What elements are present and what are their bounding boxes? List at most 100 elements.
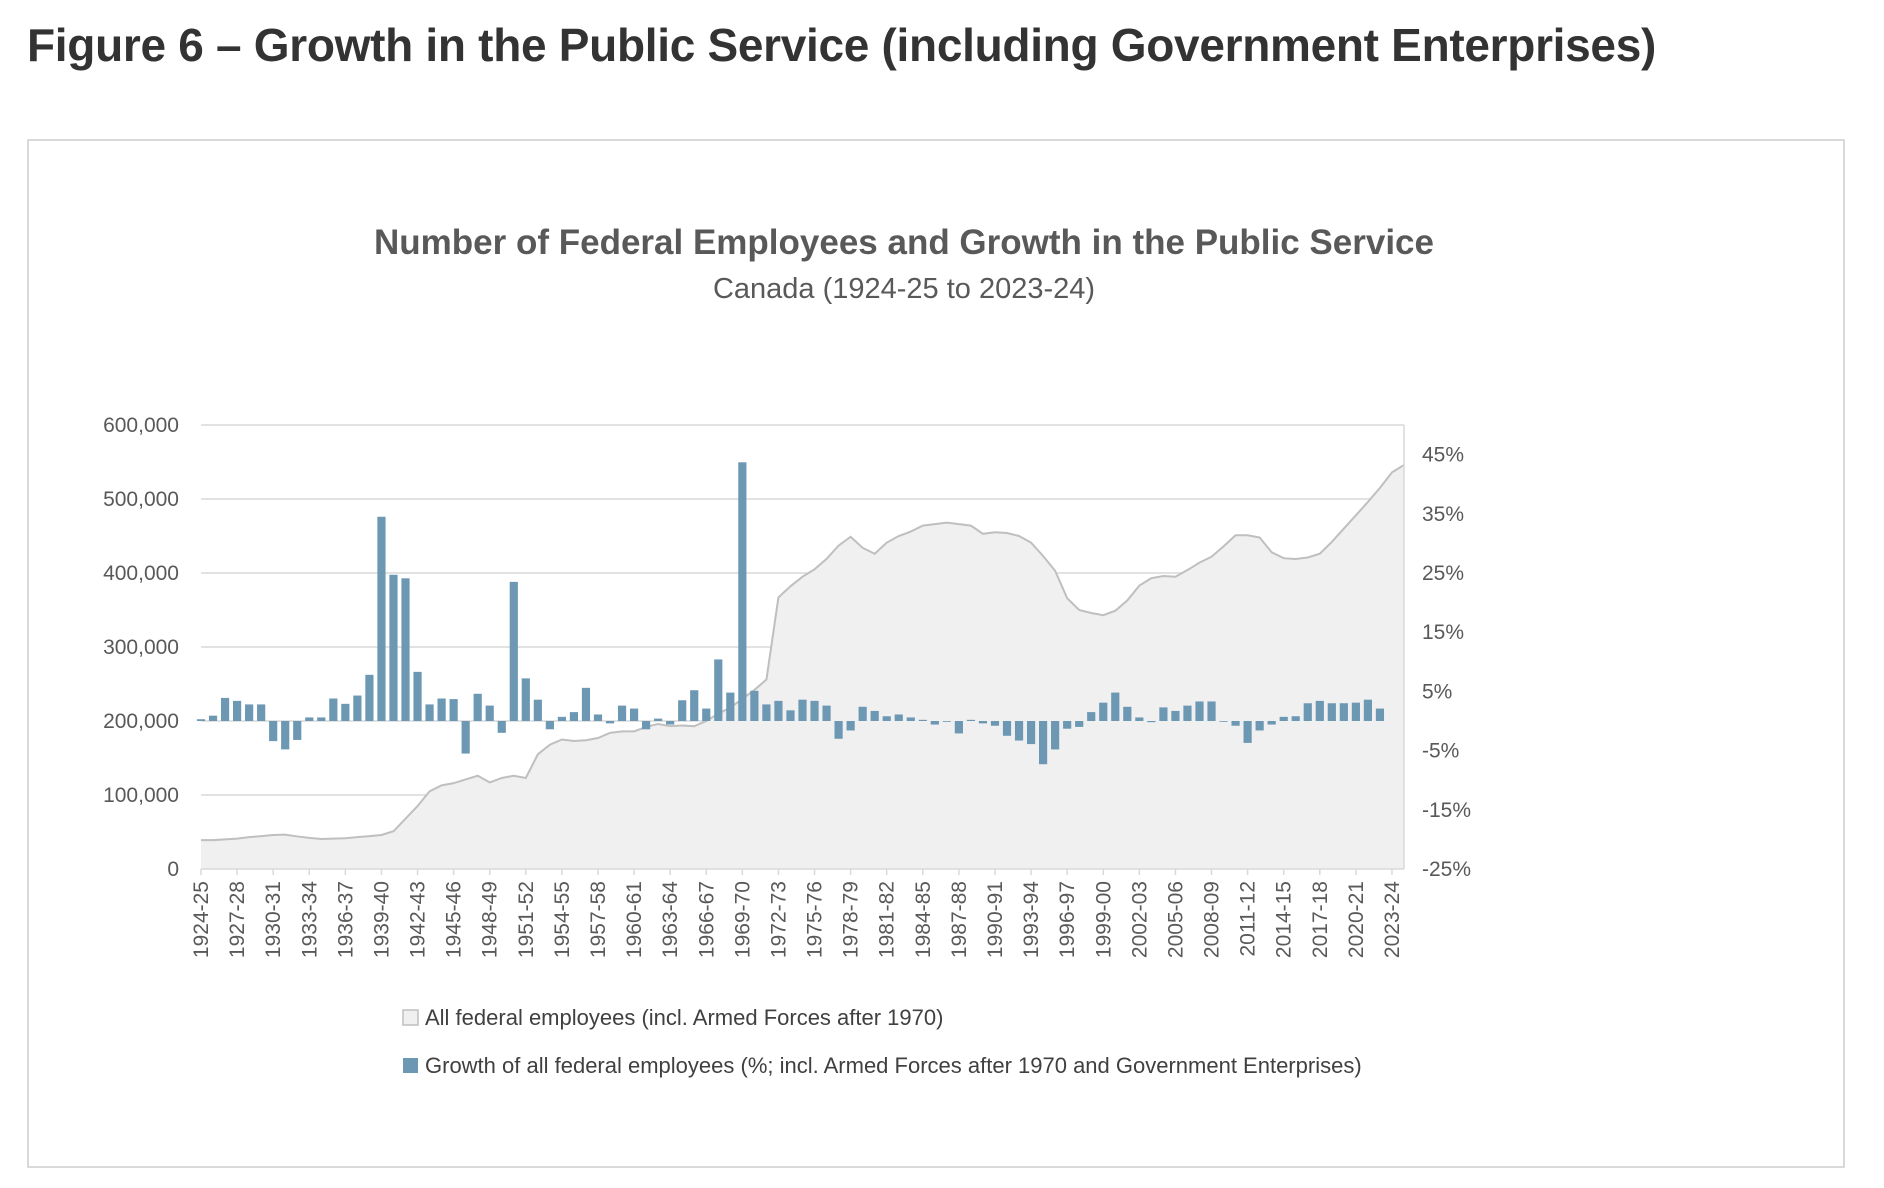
chart-title: Number of Federal Employees and Growth i…: [374, 223, 1434, 262]
growth-bar: [654, 718, 663, 721]
x-tick-label: 2020-21: [1345, 881, 1368, 958]
growth-bar: [377, 516, 386, 721]
chart-canvas: Number of Federal Employees and Growth i…: [103, 223, 1471, 1078]
x-tick-label: 2008-09: [1201, 881, 1224, 958]
growth-bar: [269, 721, 278, 742]
right-tick-label: 35%: [1422, 503, 1464, 526]
growth-bar: [208, 715, 218, 721]
growth-bar: [1111, 692, 1120, 721]
growth-bar: [762, 704, 771, 721]
growth-bar: [257, 704, 266, 721]
legend-bar-swatch: [403, 1058, 418, 1073]
growth-bar: [966, 719, 976, 721]
right-tick-label: -15%: [1422, 799, 1471, 822]
growth-bar: [533, 699, 542, 721]
right-tick-label: 45%: [1422, 444, 1464, 467]
growth-bar: [726, 692, 735, 721]
growth-bar: [1087, 712, 1096, 721]
growth-bar: [918, 719, 927, 721]
x-tick-label: 2023-24: [1381, 881, 1404, 958]
right-tick-label: -5%: [1422, 740, 1459, 763]
x-tick-label: 1957-58: [587, 881, 610, 958]
growth-bar: [1099, 702, 1108, 721]
x-tick-label: 1981-82: [876, 881, 899, 958]
left-tick-label: 500,000: [103, 488, 179, 511]
growth-bar: [1123, 706, 1132, 721]
growth-bar: [990, 721, 1000, 726]
growth-bar: [545, 721, 554, 730]
growth-bar: [593, 714, 603, 721]
growth-bar: [1351, 702, 1360, 721]
legend-bar-label: Growth of all federal employees (%; incl…: [425, 1053, 1362, 1078]
growth-bar: [449, 699, 458, 721]
x-tick-label: 1975-76: [804, 881, 827, 958]
growth-bar: [1171, 710, 1180, 721]
left-tick-label: 600,000: [103, 414, 179, 437]
growth-bar: [1159, 707, 1168, 721]
left-tick-label: 0: [167, 858, 179, 881]
growth-bar: [1183, 705, 1192, 721]
growth-bar: [678, 700, 687, 721]
growth-bar: [509, 581, 518, 721]
growth-bar: [1375, 708, 1385, 721]
growth-bar: [569, 712, 579, 721]
growth-bar: [822, 705, 831, 721]
growth-bar: [870, 710, 879, 721]
x-tick-label: 1942-43: [407, 881, 430, 958]
growth-bar: [281, 721, 290, 750]
growth-bar: [906, 717, 915, 721]
growth-bar: [1002, 721, 1012, 736]
x-tick-label: 1993-94: [1020, 881, 1043, 958]
area-fill: [201, 464, 1404, 869]
x-tick-label: 2011-12: [1237, 881, 1260, 957]
growth-bar: [1267, 721, 1276, 725]
growth-bar: [1243, 721, 1252, 743]
growth-bar: [1063, 721, 1072, 729]
growth-bar: [581, 687, 591, 721]
bar-series: [196, 462, 1385, 765]
growth-bar: [942, 721, 951, 722]
chart-subtitle: Canada (1924-25 to 2023-24): [713, 273, 1095, 305]
growth-bar: [329, 698, 338, 721]
growth-bar: [846, 721, 855, 731]
x-tick-label: 1933-34: [298, 881, 321, 958]
x-axis-ticks: 1924-25 1927-28 1930-31 1933-34 1936-37 1939-…: [190, 869, 1404, 958]
x-tick-label: 2002-03: [1128, 881, 1151, 958]
growth-bar: [1219, 721, 1228, 722]
x-tick-label: 1954-55: [551, 881, 574, 958]
growth-bar: [1147, 721, 1156, 723]
growth-bar: [473, 693, 482, 721]
legend-area-label: All federal employees (incl. Armed Force…: [425, 1005, 943, 1030]
legend: All federal employees (incl. Armed Force…: [402, 1005, 1362, 1078]
growth-bar: [341, 703, 350, 721]
chart-frame: Number of Federal Employees and Growth i…: [27, 139, 1845, 1168]
growth-bar: [702, 708, 711, 721]
left-axis-ticks: 0 100,000 200,000 300,000 400,000 500,000 600,…: [103, 414, 179, 881]
growth-bar: [425, 704, 434, 721]
growth-bar: [798, 699, 807, 721]
left-tick-label: 400,000: [103, 562, 179, 585]
x-tick-label: 2017-18: [1309, 881, 1332, 958]
growth-bar: [894, 714, 903, 721]
growth-bar: [605, 721, 615, 724]
growth-bar: [1327, 703, 1336, 721]
growth-bar: [882, 716, 891, 721]
x-tick-label: 1948-49: [479, 881, 502, 958]
growth-bar: [497, 721, 506, 733]
growth-bar: [750, 690, 759, 721]
growth-bar: [1207, 701, 1216, 721]
x-tick-label: 1966-67: [695, 881, 718, 958]
growth-bar: [1255, 721, 1264, 731]
growth-bar: [617, 705, 627, 721]
growth-bar: [293, 721, 302, 740]
x-tick-label: 1924-25: [190, 881, 213, 958]
growth-bar: [245, 704, 254, 721]
growth-bar: [365, 674, 374, 721]
growth-bar: [1303, 703, 1312, 721]
growth-bar: [666, 721, 675, 725]
growth-bar: [629, 708, 639, 721]
growth-bar: [1075, 721, 1084, 727]
growth-bar: [810, 700, 819, 721]
growth-bar: [1195, 701, 1204, 721]
x-tick-label: 1984-85: [912, 881, 935, 958]
